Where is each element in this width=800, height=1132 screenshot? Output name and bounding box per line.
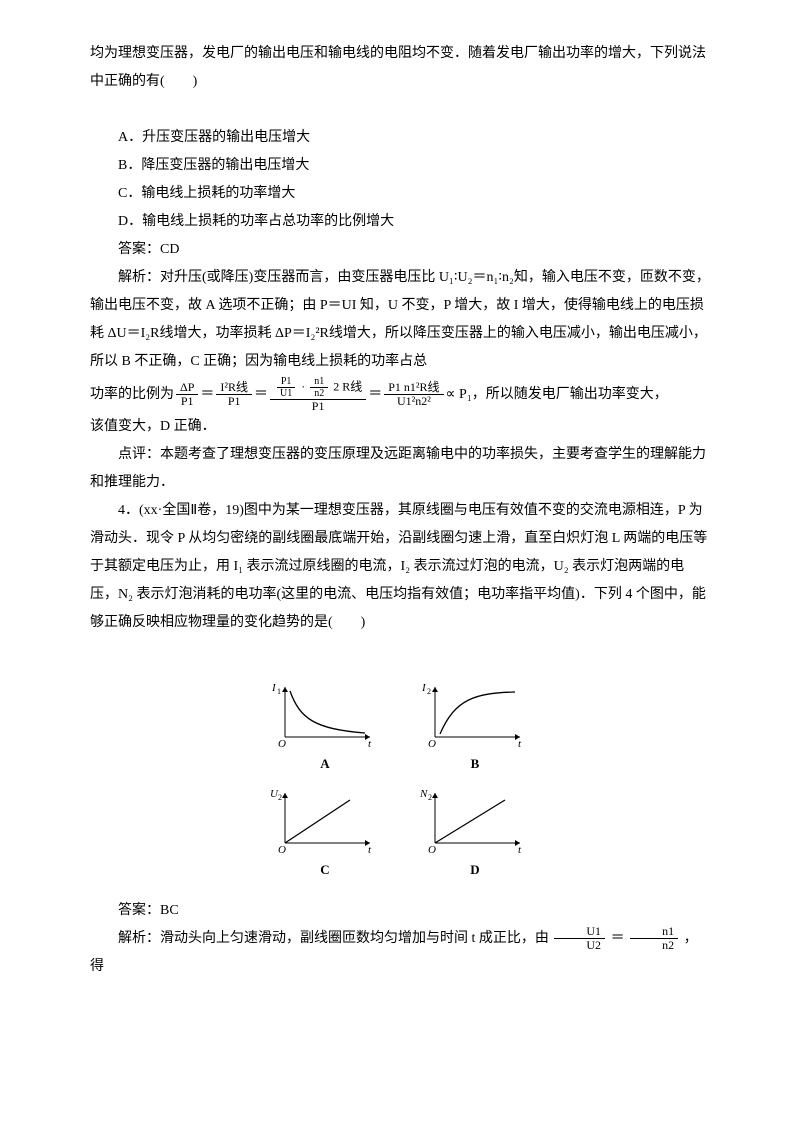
chart-A-svg: I 1 O t xyxy=(270,679,380,749)
chart-B: I 2 O t B xyxy=(420,679,530,777)
formula-prefix: 功率的比例为 xyxy=(90,381,174,409)
f2-num: I²R线 xyxy=(216,381,252,395)
chart-C-label: C xyxy=(320,857,329,883)
e4-f1-den: U2 xyxy=(554,939,605,952)
eq2: ＝ xyxy=(254,381,268,409)
chart-D-ylabel: N xyxy=(420,788,428,800)
f3-num-e: 2 R线 xyxy=(333,379,362,393)
chart-B-label: B xyxy=(471,751,480,777)
chart-A-origin: O xyxy=(278,738,286,749)
answer-4: 答案：BC xyxy=(90,897,710,925)
fraction-4: P1 n1²R线 U1²n2² xyxy=(384,381,443,408)
explain-3a: 解析：对升压(或降压)变压器而言，由变压器电压比 U₁∶U₂＝n₁∶n₂知，输入… xyxy=(90,264,710,376)
chart-B-xlabel: t xyxy=(518,738,522,749)
f4-num: P1 n1²R线 xyxy=(384,381,443,395)
explain4-frac1: U1 U2 xyxy=(554,925,605,952)
chart-A-ylabel-sub: 1 xyxy=(277,687,281,696)
charts-container: I 1 O t A I 2 O t xyxy=(90,675,710,887)
chart-row-2: U 2 O t C N 2 O t xyxy=(270,785,530,883)
f3-den: P1 xyxy=(308,400,329,413)
eq3: ＝ xyxy=(368,381,382,409)
chart-row-1: I 1 O t A I 2 O t xyxy=(270,679,530,777)
f3-num-b: U1 xyxy=(276,388,296,399)
chart-C-svg: U 2 O t xyxy=(270,785,380,855)
f3-num: P1 U1 · n1 n2 2 R线 xyxy=(270,376,366,400)
chart-D-svg: N 2 O t xyxy=(420,785,530,855)
formula-tail: ∝ P₁，所以随发电厂输出功率变大， xyxy=(446,381,668,409)
explain4-eq: ＝ xyxy=(611,931,625,946)
explain-3b: 该值变大，D 正确． xyxy=(90,413,710,441)
explain4-prefix: 解析：滑动头向上匀速滑动，副线圈匝数均匀增加与时间 t 成正比，由 xyxy=(118,931,549,946)
explain4-frac2: n1 n2 xyxy=(630,925,678,952)
e4-f2-num: n1 xyxy=(630,925,678,939)
f1-num: ΔP xyxy=(176,381,198,395)
chart-B-ylabel-sub: 2 xyxy=(427,687,431,696)
chart-A-label: A xyxy=(320,751,329,777)
f4-den: U1²n2² xyxy=(393,395,435,408)
chart-B-svg: I 2 O t xyxy=(420,679,530,749)
f2-den: P1 xyxy=(224,395,245,408)
chart-D-label: D xyxy=(470,857,479,883)
explain-4-line: 解析：滑动头向上匀速滑动，副线圈匝数均匀增加与时间 t 成正比，由 U1 U2 … xyxy=(90,925,710,981)
e4-f1-num: U1 xyxy=(554,925,605,939)
fraction-1: ΔP P1 xyxy=(176,381,198,408)
intro-paragraph: 均为理想变压器，发电厂的输出电压和输电线的电阻均不变．随着发电厂输出功率的增大，… xyxy=(90,40,710,96)
ratio-formula: 功率的比例为 ΔP P1 ＝ I²R线 P1 ＝ P1 U1 · n1 n2 2… xyxy=(90,376,710,413)
answer-3: 答案：CD xyxy=(90,236,710,264)
option-a: A．升压变压器的输出电压增大 xyxy=(90,124,710,152)
chart-D-origin: O xyxy=(428,844,436,855)
question-4: 4．(xx·全国Ⅱ卷，19)图中为某一理想变压器，其原线圈与电压有效值不变的交流… xyxy=(90,497,710,637)
fraction-3: P1 U1 · n1 n2 2 R线 P1 xyxy=(270,376,366,413)
chart-D-ylabel-sub: 2 xyxy=(428,793,432,802)
chart-A: I 1 O t A xyxy=(270,679,380,777)
option-b: B．降压变压器的输出电压增大 xyxy=(90,152,710,180)
chart-C-origin: O xyxy=(278,844,286,855)
option-c: C．输电线上损耗的功率增大 xyxy=(90,180,710,208)
f3-num-d: n2 xyxy=(310,388,328,399)
fraction-2: I²R线 P1 xyxy=(216,381,252,408)
comment-3: 点评：本题考查了理想变压器的变压原理及远距离输电中的功率损失，主要考查学生的理解… xyxy=(90,441,710,497)
chart-D-xlabel: t xyxy=(518,844,522,855)
chart-C-ylabel-sub: 2 xyxy=(278,793,282,802)
chart-C: U 2 O t C xyxy=(270,785,380,883)
f1-den: P1 xyxy=(177,395,198,408)
e4-f2-den: n2 xyxy=(630,939,678,952)
chart-D: N 2 O t D xyxy=(420,785,530,883)
eq1: ＝ xyxy=(200,381,214,409)
f3-num-a: P1 xyxy=(277,376,296,388)
chart-C-xlabel: t xyxy=(368,844,372,855)
option-d: D．输电线上损耗的功率占总功率的比例增大 xyxy=(90,208,710,236)
f3-num-c: n1 xyxy=(310,376,328,388)
chart-B-origin: O xyxy=(428,738,436,749)
chart-A-xlabel: t xyxy=(368,738,372,749)
